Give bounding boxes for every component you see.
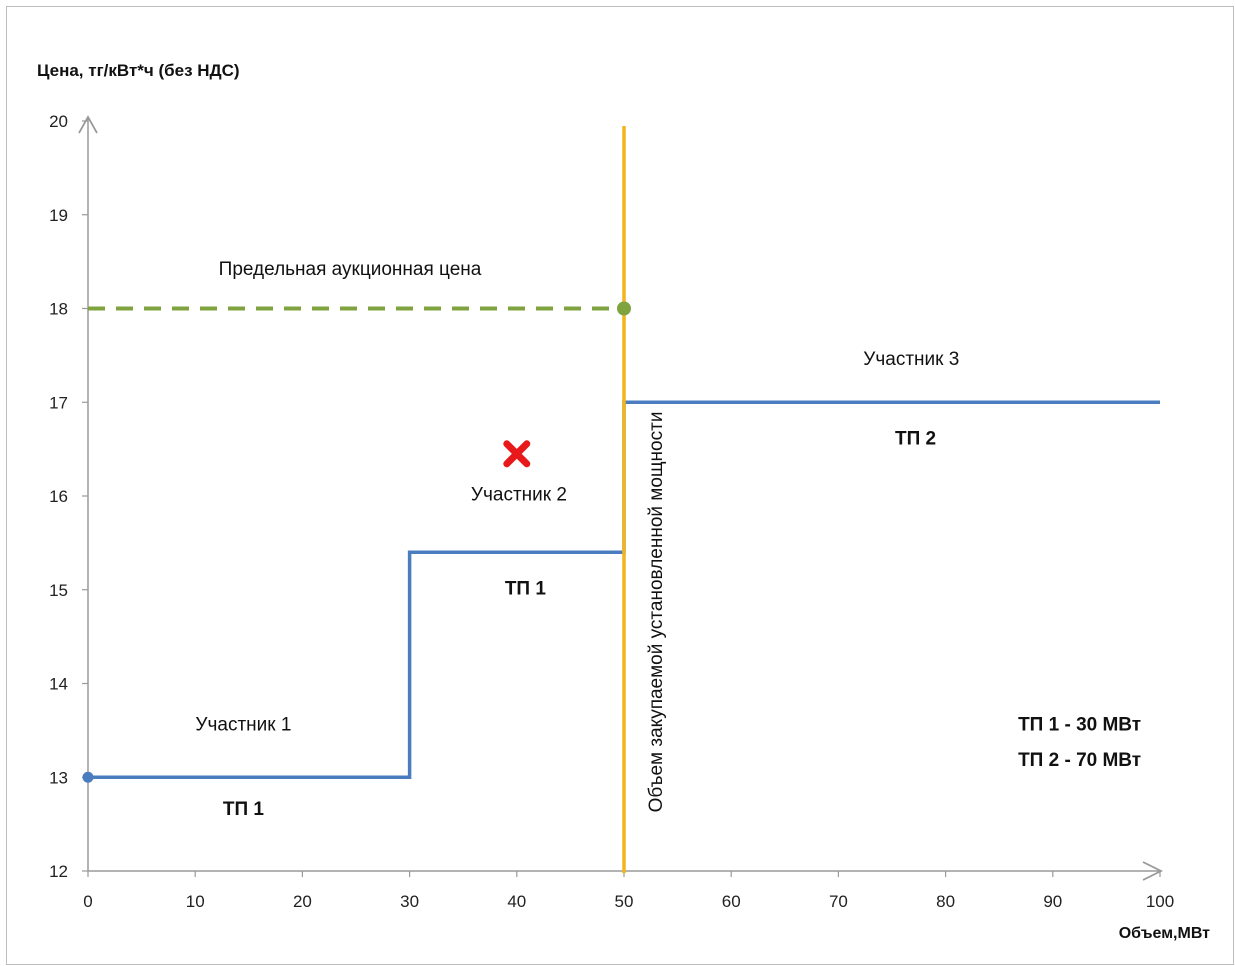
x-tick-label: 40 bbox=[507, 892, 526, 911]
x-tick-label: 20 bbox=[293, 892, 312, 911]
axes: 12 13 14 15 16 17 18 19 20 0 10 20 30 40 50 60 70 80 90 100 bbox=[49, 112, 1174, 911]
annotation-label: Участник 1 bbox=[195, 714, 291, 735]
series-start-point bbox=[82, 771, 94, 783]
procured-volume-label: Объем закупаемой установленной мощности bbox=[646, 412, 667, 813]
x-tick-label: 70 bbox=[829, 892, 848, 911]
cap-intersection-point bbox=[617, 301, 631, 316]
x-mark-stroke bbox=[503, 440, 531, 468]
x-tick-label: 100 bbox=[1146, 892, 1174, 911]
annotation-label: Участник 3 bbox=[863, 349, 959, 370]
y-tick-label: 14 bbox=[49, 675, 68, 694]
y-tick-label: 17 bbox=[49, 393, 68, 412]
y-tick-label: 19 bbox=[49, 206, 68, 225]
x-axis-label: Объем,МВт bbox=[1119, 925, 1210, 942]
y-tick-label: 15 bbox=[49, 581, 68, 600]
annotation-label: ТП 1 bbox=[223, 799, 265, 820]
x-mark-icon bbox=[503, 440, 531, 468]
y-tick-label: 18 bbox=[49, 300, 68, 319]
annotation-label: ТП 2 bbox=[895, 428, 936, 449]
x-tick-label: 0 bbox=[83, 892, 92, 911]
y-tick-label: 13 bbox=[49, 768, 68, 787]
y-tick-label: 12 bbox=[49, 862, 68, 881]
x-tick-label: 80 bbox=[936, 892, 955, 911]
price-cap-label: Предельная аукционная цена bbox=[219, 259, 482, 280]
x-tick-label: 50 bbox=[615, 892, 634, 911]
annotation-label: ТП 1 - 30 МВт bbox=[1018, 714, 1141, 735]
y-tick-label: 16 bbox=[49, 487, 68, 506]
chart-frame bbox=[6, 6, 1234, 965]
x-axis-arrow bbox=[1142, 861, 1164, 881]
annotation-label: ТП 2 - 70 МВт bbox=[1018, 750, 1141, 771]
x-tick-label: 10 bbox=[186, 892, 205, 911]
bid-step-line bbox=[88, 400, 1160, 779]
x-tick-label: 90 bbox=[1043, 892, 1062, 911]
annotation-label: ТП 1 bbox=[505, 578, 547, 599]
annotation-label: Участник 2 bbox=[471, 485, 567, 506]
x-tick-label: 60 bbox=[722, 892, 741, 911]
x-tick-label: 30 bbox=[400, 892, 419, 911]
y-tick-label: 20 bbox=[49, 112, 68, 131]
y-axis-label: Цена, тг/кВт*ч (без НДС) bbox=[37, 61, 240, 80]
y-axis-arrow bbox=[78, 115, 98, 134]
